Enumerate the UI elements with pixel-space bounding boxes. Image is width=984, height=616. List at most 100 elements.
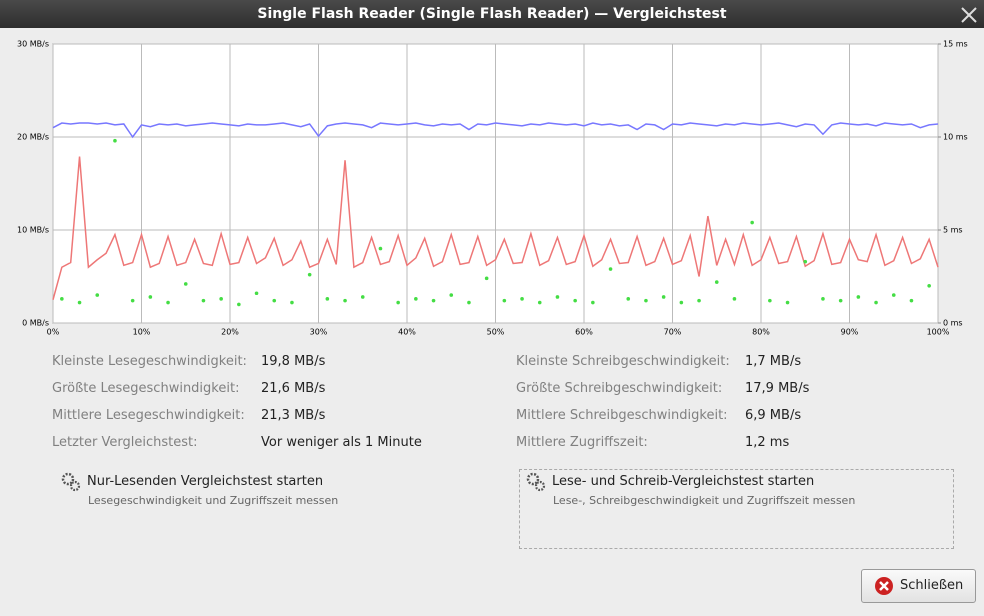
scatter-point [95,293,100,297]
x-tick-label: 50% [487,328,505,337]
stat-label: Kleinste Lesegeschwindigkeit: [52,354,247,369]
scatter-point [183,282,188,286]
scatter-point [343,298,347,303]
y2-tick-label: 0 ms [943,319,963,328]
scatter-point [502,298,507,303]
scatter-point [909,298,914,303]
action-subtitle: Lese-, Schreibgeschwindigkeit und Zugrif… [553,494,856,507]
window-title: Single Flash Reader (Single Flash Reader… [0,0,984,28]
close-icon [875,577,893,595]
stat-label: Letzter Vergleichstest: [52,435,198,450]
gear-icon [526,472,546,492]
close-label: Schließen [900,578,964,593]
scatter-point [803,259,808,264]
scatter-point [325,297,330,301]
scatter-point [555,295,560,299]
scatter-point [732,297,737,301]
data-line [52,122,939,139]
y-tick-label: 30 MB/s [17,40,49,49]
x-tick-label: 60% [575,328,593,337]
stat-label: Kleinste Schreibgeschwindigkeit: [516,354,730,369]
scatter-point [661,295,666,299]
scatter-point [821,297,825,301]
stat-value: 21,6 MB/s [261,381,326,396]
stat-label: Größte Schreibgeschwindigkeit: [516,381,723,396]
scatter-point [697,298,701,303]
scatter-point [254,291,259,296]
scatter-point [768,298,772,303]
scatter-point [856,295,861,299]
y2-tick-label: 10 ms [943,133,968,142]
x-tick-label: 90% [841,328,859,337]
stat-value: 17,9 MB/s [745,381,810,396]
scatter-point [360,295,365,299]
x-tick-label: 20% [221,328,239,337]
data-line [52,156,939,300]
focus-box [519,469,954,549]
scatter-point [927,284,931,288]
x-tick-label: 80% [752,328,770,337]
stat-value: Vor weniger als 1 Minute [261,435,422,450]
action-title[interactable]: Lese- und Schreib-Vergleichstest starten [552,474,815,489]
scatter-point [520,297,524,301]
stat-value: 21,3 MB/s [261,408,326,423]
scatter-point [237,302,241,307]
x-tick-label: 70% [664,328,682,337]
stat-value: 1,7 MB/s [745,354,802,369]
scatter-point [874,300,878,305]
scatter-point [785,300,790,305]
scatter-point [573,298,577,303]
x-tick-label: 0% [47,328,60,337]
x-tick-label: 40% [398,328,416,337]
scatter-point [838,298,843,303]
scatter-point [396,300,400,305]
scatter-point [113,138,117,143]
x-tick-label: 30% [310,328,328,337]
scatter-point [431,298,436,303]
y-tick-label: 0 MB/s [22,319,49,328]
scatter-point [679,300,684,305]
y-tick-label: 10 MB/s [17,226,49,235]
scatter-point [449,293,454,297]
scatter-point [644,298,648,303]
stat-value: 19,8 MB/s [261,354,326,369]
chart: 0% 10% 20% 30% 40% 50% 60% 70% 80% 90% 100% 0 MB/s 1… [17,40,968,337]
close-button[interactable]: Schließen [861,569,976,603]
scatter-point [130,298,135,303]
scatter-point [77,300,82,305]
stat-label: Größte Lesegeschwindigkeit: [52,381,240,396]
x-tick-label: 10% [133,328,151,337]
scatter-point [608,267,613,271]
scatter-point [60,297,64,301]
scatter-point [591,300,595,305]
stat-label: Mittlere Lesegeschwindigkeit: [52,408,245,423]
scatter-point [201,298,206,303]
y-tick-label: 20 MB/s [17,133,49,142]
scatter-point [537,300,542,305]
y2-tick-label: 15 ms [943,40,968,49]
scatter-point [272,298,277,303]
scatter-point [148,295,153,299]
action-title[interactable]: Nur-Lesenden Vergleichstest starten [87,474,324,489]
scatter-point [414,297,418,301]
scatter-point [378,246,383,251]
scatter-point [891,293,896,297]
scatter-point [467,300,471,305]
close-x[interactable] [958,4,980,26]
scatter-point [750,220,754,225]
x-tick-label: 100% [927,328,950,337]
stat-value: 6,9 MB/s [745,408,802,423]
action-subtitle: Lesegeschwindigkeit und Zugriffszeit mes… [88,494,339,507]
scatter-point [484,276,489,281]
scatter-point [714,280,719,284]
scatter-point [307,272,312,277]
stat-value: 1,2 ms [745,435,790,450]
y2-tick-label: 5 ms [943,226,963,235]
scatter-point [290,300,294,305]
scatter-point [219,297,223,301]
gear-icon [61,472,81,492]
stat-label: Mittlere Zugriffszeit: [516,435,648,450]
stat-label: Mittlere Schreibgeschwindigkeit: [516,408,728,423]
scatter-point [626,297,631,301]
